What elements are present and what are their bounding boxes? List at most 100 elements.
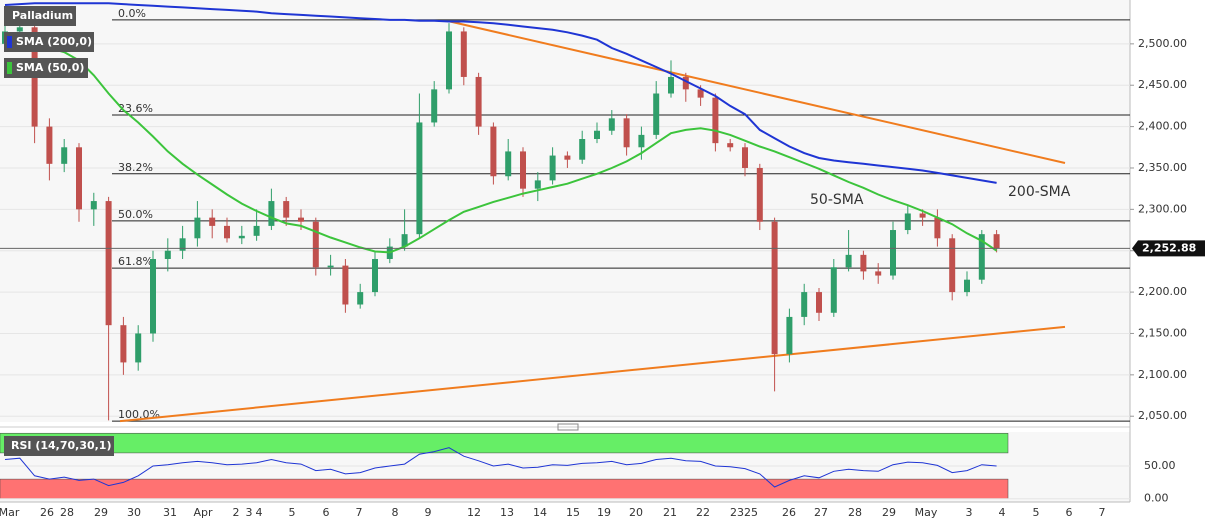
candle-body <box>253 225 260 236</box>
legend-swatch <box>7 36 12 48</box>
candle-body <box>357 292 364 305</box>
x-tick-label: 19 <box>597 506 611 519</box>
candle-body <box>298 217 304 222</box>
candle-body <box>816 292 822 313</box>
legend-entry: SMA (50,0) <box>16 61 84 74</box>
x-tick-label: 3 <box>246 506 253 519</box>
candle-body <box>16 27 23 32</box>
x-tick-label: 25 <box>744 506 758 519</box>
candle-body <box>682 76 689 90</box>
candle-body <box>194 217 201 239</box>
legend-box <box>4 32 94 52</box>
candle-body <box>890 230 896 276</box>
candle-body <box>875 271 882 276</box>
rsi-band <box>0 478 1009 499</box>
candle-body <box>786 316 793 355</box>
x-tick-label: Apr <box>193 506 213 519</box>
x-tick-label: 30 <box>127 506 141 519</box>
candle-body <box>756 167 763 222</box>
candle-body <box>653 93 660 135</box>
legend-entry: SMA (200,0) <box>16 35 92 48</box>
rsi-tick-label: 50.00 <box>1144 459 1176 472</box>
y-tick-label: 2,200.00 <box>1138 285 1187 298</box>
trend-line <box>449 20 1066 164</box>
candle-body <box>594 130 600 140</box>
y-tick-label: 2,050.00 <box>1138 409 1187 422</box>
fib-label: 61.8% <box>118 255 153 268</box>
legend-box <box>4 6 76 26</box>
candle-body <box>446 31 452 90</box>
annotation: 200-SMA <box>1008 184 1071 200</box>
y-tick-label: 2,300.00 <box>1138 202 1187 215</box>
x-tick-label: 13 <box>500 506 514 519</box>
candle-body <box>312 221 319 268</box>
price-panel <box>0 0 1130 422</box>
candle-body <box>978 234 985 280</box>
candle-body <box>238 235 245 239</box>
rsi-tick-label: 0.00 <box>1144 492 1169 505</box>
candle-body <box>579 139 586 160</box>
x-tick-label: 2 <box>233 506 240 519</box>
candle-body <box>283 201 290 218</box>
legend: Palladium SMA (200,0) SMA (50,0) RSI (14… <box>4 6 114 456</box>
candle-body <box>416 122 423 235</box>
legend-title: Palladium <box>12 9 73 22</box>
x-tick-label: 5 <box>289 506 296 519</box>
x-tick-label: 14 <box>533 506 547 519</box>
candle-body <box>268 201 275 226</box>
candle-body <box>564 155 571 160</box>
x-tick-label: 6 <box>1066 506 1073 519</box>
y-tick-label: 2,150.00 <box>1138 326 1187 339</box>
x-tick-label: 4 <box>256 506 263 519</box>
x-tick-label: 15 <box>566 506 580 519</box>
sma-line <box>4 2 997 184</box>
candle-body <box>919 213 926 218</box>
x-tick-label: 7 <box>1099 506 1106 519</box>
candle-body <box>608 118 615 131</box>
candle-body <box>90 201 97 210</box>
candle-body <box>209 217 216 226</box>
candle-body <box>150 258 156 334</box>
candle-body <box>623 118 630 148</box>
candle-body <box>61 147 68 164</box>
fib-label: 38.2% <box>118 161 153 174</box>
candle-body <box>120 325 127 363</box>
legend-swatch <box>7 62 12 74</box>
candle-body <box>534 180 541 189</box>
last-price-label: 2,252.88 <box>1142 241 1196 254</box>
candle-body <box>372 258 378 293</box>
rsi-band <box>0 433 1009 454</box>
candle-body <box>904 213 911 231</box>
x-tick-label: 8 <box>392 506 399 519</box>
candle-body <box>76 147 82 210</box>
trend-line <box>119 325 1066 423</box>
candle-body <box>224 225 230 239</box>
candle-body <box>135 333 142 363</box>
x-tick-label: 26 <box>40 506 54 519</box>
y-tick-label: 2,400.00 <box>1138 120 1187 133</box>
candle-body <box>431 89 438 123</box>
x-tick-label: 28 <box>60 506 74 519</box>
sma-line <box>49 47 998 254</box>
x-tick-label: May <box>915 506 938 519</box>
legend-box <box>4 58 88 78</box>
y-tick-label: 2,500.00 <box>1138 37 1187 50</box>
x-tick-label: 7 <box>356 506 363 519</box>
candle-body <box>505 151 512 177</box>
fib-label: 0.0% <box>118 7 146 20</box>
x-tick-label: 31 <box>163 506 177 519</box>
candle-body <box>801 292 808 317</box>
x-tick-label: 23 <box>730 506 744 519</box>
fib-label: 50.0% <box>118 208 153 221</box>
candle-body <box>401 234 408 247</box>
resize-handle[interactable] <box>557 423 579 431</box>
candle-body <box>949 238 956 293</box>
candle-body <box>697 89 704 98</box>
candle-body <box>845 254 852 268</box>
x-tick-label: 20 <box>629 506 643 519</box>
x-tick-label: 3 <box>966 506 973 519</box>
rsi-line <box>4 447 997 488</box>
candle-body <box>164 250 171 259</box>
candle-body <box>727 143 734 148</box>
